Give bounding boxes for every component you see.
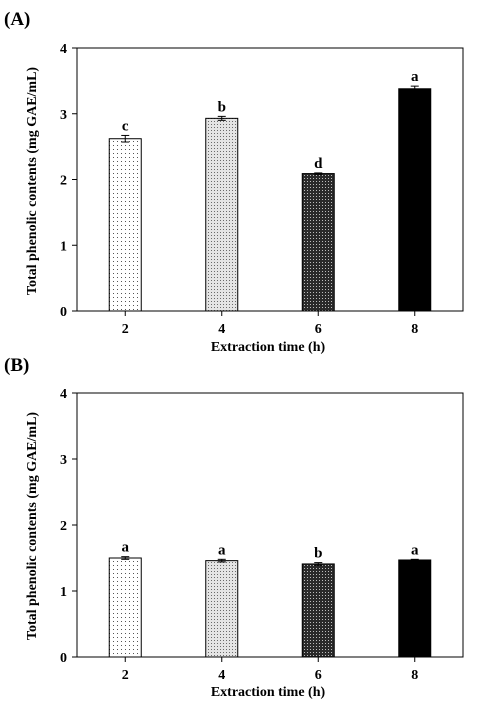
panel-a-significance-label-6: d — [314, 156, 323, 172]
panel-b-bar-8 — [398, 559, 432, 658]
panel-b-y-tick-label: 3 — [60, 453, 67, 468]
panel-b-significance-label-2: a — [122, 540, 130, 556]
panel-b-y-tick-label: 2 — [60, 519, 67, 534]
panel-a-x-tick-label: 4 — [218, 322, 225, 337]
panel-b: (B) Total phenolic contents (mg GAE/mL) … — [4, 355, 464, 700]
panel-b-x-tick-label: 4 — [218, 668, 225, 683]
panel-b-y-tick-label: 0 — [60, 651, 67, 666]
panel-a-y-tick-label: 2 — [60, 174, 67, 189]
panel-b-x-tick-label: 8 — [411, 668, 418, 683]
panel-b-significance-label-8: a — [411, 542, 419, 558]
panel-a-y-tick-label: 1 — [60, 239, 67, 254]
panel-a-plot: 0 1 2 3 4 2 c 4 b 6 d 8 a — [60, 42, 432, 337]
panel-b-x-tick-label: 2 — [122, 668, 129, 683]
panel-a-x-tick-label: 6 — [315, 322, 322, 337]
panel-a-significance-label-2: c — [122, 118, 129, 134]
panel-a-x-tick-label: 8 — [411, 322, 418, 337]
panel-b-label: (B) — [4, 355, 29, 376]
panel-a-significance-label-4: b — [218, 99, 226, 115]
panel-a-bar-4 — [205, 117, 239, 312]
panel-a-y-axis-title: Total phenolic contents (mg GAE/mL) — [25, 67, 40, 295]
panel-a-bar-2 — [108, 138, 142, 312]
panel-b-significance-label-6: b — [314, 546, 322, 562]
panel-b-y-tick-label: 1 — [60, 585, 67, 600]
panel-b-y-tick-label: 4 — [60, 387, 67, 402]
panel-a-bar-8 — [398, 88, 432, 312]
panel-a-y-tick-label: 0 — [60, 305, 67, 320]
panel-b-x-axis-title: Extraction time (h) — [211, 685, 326, 700]
panel-b-bar-6 — [301, 563, 335, 658]
panel-b-bar-2 — [108, 557, 142, 658]
panel-a-y-tick-label: 4 — [60, 42, 67, 57]
panel-b-plot: 0 1 2 3 4 2 a 4 a 6 b 8 a — [60, 387, 432, 683]
panel-a-bar-6 — [301, 173, 335, 312]
panel-b-bar-4 — [205, 560, 239, 658]
panel-a-significance-label-8: a — [411, 69, 419, 85]
panel-b-x-tick-label: 6 — [315, 668, 322, 683]
panel-a: (A) Total phenolic contents (mg GAE/mL) … — [4, 9, 464, 355]
panel-b-significance-label-4: a — [218, 542, 226, 558]
panel-a-label: (A) — [4, 9, 30, 30]
panel-a-y-tick-label: 3 — [60, 108, 67, 123]
panel-a-x-axis-title: Extraction time (h) — [211, 340, 326, 355]
panel-a-x-tick-label: 2 — [122, 322, 129, 337]
panel-b-y-axis-title: Total phenolic contents (mg GAE/mL) — [25, 412, 40, 640]
